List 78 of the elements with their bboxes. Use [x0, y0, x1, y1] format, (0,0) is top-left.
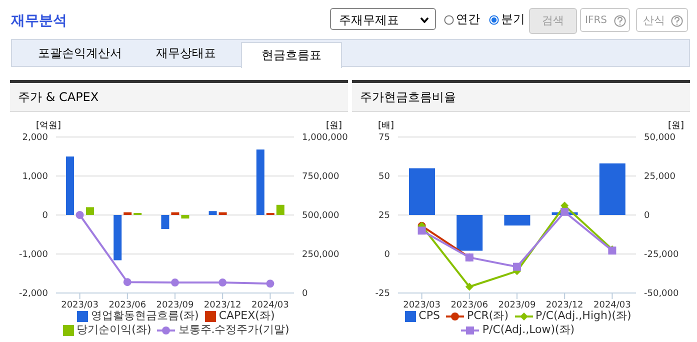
- bar: [504, 215, 530, 226]
- x-tick-label: 2023/03: [61, 300, 98, 310]
- y2-tick-label: 0: [644, 211, 650, 222]
- y-tick-label: 1,000: [22, 172, 48, 182]
- legend-label: 당기순이익(좌): [76, 323, 152, 337]
- bar: [181, 215, 190, 219]
- y2-tick-label: -25,000: [644, 250, 680, 260]
- bar: [208, 211, 217, 215]
- point: [123, 278, 132, 286]
- legend-label: CAPEX(좌): [218, 309, 275, 323]
- point: [465, 282, 474, 291]
- chart-title: 주가현금흐름비율: [352, 83, 690, 112]
- y2-tick-label: 0: [302, 289, 308, 300]
- y-tick-label: 50: [378, 172, 390, 182]
- x-tick-label: 2023/09: [156, 300, 194, 310]
- y-tick-label: -1,000: [18, 250, 48, 260]
- bar: [161, 215, 170, 230]
- y2-tick-label: 500,000: [302, 211, 340, 222]
- x-tick-label: 2024/03: [252, 300, 289, 310]
- y-tick-label: 75: [378, 133, 390, 144]
- point: [76, 211, 84, 219]
- x-tick-label: 2023/06: [108, 300, 146, 310]
- text: IFRS: [580, 8, 630, 32]
- point: [266, 280, 274, 288]
- point: [513, 262, 521, 271]
- y2-tick-label: 50,000: [644, 133, 676, 144]
- text: 연간: [456, 11, 480, 28]
- y2-tick-label: -50,000: [644, 289, 680, 300]
- y-tick-label: 2,000: [22, 133, 48, 144]
- bar: [124, 212, 132, 215]
- y2-axis-title: [원]: [668, 120, 684, 132]
- bar: [171, 212, 180, 215]
- legend-label: P/C(Adj.,Low)(좌): [481, 323, 575, 337]
- bar: [599, 163, 626, 215]
- x-tick-label: 2023/12: [204, 300, 242, 310]
- text: 재무분석: [11, 12, 67, 30]
- text: 포괄손익계산서: [38, 45, 122, 62]
- point: [171, 278, 179, 287]
- y2-tick-label: 25,000: [644, 172, 676, 182]
- legend-label: 영업활동현금흐름(좌): [90, 309, 199, 323]
- y-tick-label: 0: [42, 211, 48, 222]
- y-tick-label: 0: [384, 250, 390, 260]
- text: 검색: [529, 8, 577, 34]
- text: 주재무제표: [330, 8, 436, 30]
- x-tick-label: 2023/06: [450, 300, 488, 310]
- legend-label: PCR(좌): [466, 309, 508, 323]
- text: 재무상태표: [156, 45, 216, 62]
- chart-title: 주가 & CAPEX: [10, 83, 348, 112]
- legend-label: CPS: [418, 309, 440, 323]
- y2-tick-label: 1,000,000: [302, 133, 348, 144]
- y2-axis-title: [원]: [326, 120, 342, 132]
- y2-tick-label: 750,000: [302, 172, 340, 182]
- y-axis-title: [배]: [378, 120, 394, 132]
- y-tick-label: 25: [378, 211, 390, 222]
- x-tick-label: 2023/12: [546, 300, 584, 310]
- bar: [114, 215, 122, 260]
- bar: [256, 149, 264, 215]
- text: 산식: [636, 8, 688, 32]
- text: 현금흐름표: [241, 42, 342, 68]
- bar: [218, 212, 227, 215]
- x-tick-label: 2023/09: [498, 300, 536, 310]
- point: [418, 226, 426, 235]
- x-tick-label: 2023/03: [403, 300, 440, 310]
- legend-label: 보통주.수정주가(기말): [177, 323, 290, 337]
- y-axis-title: [억원]: [36, 120, 62, 132]
- y-tick-label: -2,000: [18, 289, 48, 300]
- point: [218, 278, 227, 287]
- text: 분기: [501, 11, 525, 28]
- bar: [409, 168, 435, 215]
- point: [560, 208, 569, 216]
- bar: [456, 215, 483, 251]
- legend-label: P/C(Adj.,High)(좌): [534, 309, 632, 323]
- bar: [86, 207, 94, 215]
- bar: [276, 204, 284, 215]
- y2-tick-label: 250,000: [302, 250, 340, 260]
- x-tick-label: 2024/03: [594, 300, 631, 310]
- bar: [66, 156, 74, 215]
- y-tick-label: -25: [375, 289, 390, 300]
